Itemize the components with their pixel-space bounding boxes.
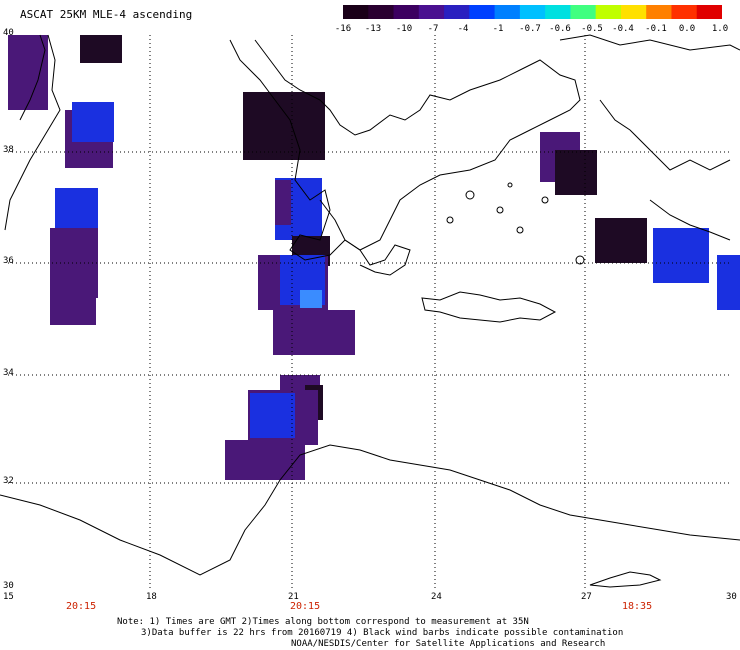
coastline xyxy=(0,34,740,588)
scale-tick-label: 1.0 xyxy=(711,24,729,34)
scale-swatch xyxy=(469,5,496,19)
longitude-tick: 15 xyxy=(3,592,14,602)
scale-tick-label: -0.4 xyxy=(612,24,634,34)
wind-swaths xyxy=(8,35,740,480)
notes: Note: 1) Times are GMT 2)Times along bot… xyxy=(117,617,623,650)
scale-swatch xyxy=(343,5,369,19)
wind-cell xyxy=(273,310,355,355)
pass-time-label: 20:15 xyxy=(290,601,321,612)
wind-cell xyxy=(595,218,647,263)
scale-swatch xyxy=(570,5,597,19)
note-line-1: Note: 1) Times are GMT 2)Times along bot… xyxy=(117,617,529,627)
scale-swatch xyxy=(646,5,672,19)
map-title: ASCAT 25KM MLE-4 ascending xyxy=(20,8,193,21)
wind-cell xyxy=(717,255,740,310)
wind-cell xyxy=(55,188,98,228)
scale-swatch xyxy=(696,5,722,19)
scale-swatch xyxy=(393,5,420,19)
scale-tick-label: -4 xyxy=(457,24,469,34)
pass-time-label: 20:15 xyxy=(66,601,97,612)
scale-tick-label: -16 xyxy=(334,24,352,34)
scale-tick-label: -7 xyxy=(427,24,439,34)
latitude-tick: 40 xyxy=(3,28,14,38)
longitude-tick: 18 xyxy=(146,592,157,602)
wind-cell xyxy=(653,228,709,283)
wind-cell xyxy=(275,180,291,225)
scale-swatch xyxy=(444,5,470,19)
scale-swatch xyxy=(671,5,698,19)
color-scale-bar xyxy=(343,5,722,19)
wind-cell xyxy=(80,35,122,63)
scale-tick-label: -0.7 xyxy=(519,24,541,34)
scale-swatch xyxy=(620,5,647,19)
pass-time-label: 18:35 xyxy=(622,601,653,612)
scale-swatch xyxy=(519,5,546,19)
wind-cell xyxy=(245,95,280,150)
scale-tick-label: -0.6 xyxy=(549,24,571,34)
wind-map xyxy=(0,34,740,590)
scale-swatch xyxy=(368,5,395,19)
wind-cell xyxy=(8,35,48,110)
scale-swatch xyxy=(545,5,571,19)
latitude-tick: 32 xyxy=(3,476,14,486)
lat-lon-grid xyxy=(8,35,730,590)
longitude-tick: 21 xyxy=(288,592,299,602)
wind-cell xyxy=(250,393,295,438)
wind-cell xyxy=(72,102,114,142)
scale-tick-label: -1 xyxy=(492,24,504,34)
color-scale-labels: -16 -13 -10 -7 -4 -1 -0.7 -0.6 -0.5 -0.4 -0.1 0.0 1.… xyxy=(330,24,740,36)
latitude-tick: 36 xyxy=(3,256,14,266)
scale-swatch xyxy=(418,5,445,19)
longitude-tick: 24 xyxy=(431,592,442,602)
scale-tick-label: -0.5 xyxy=(581,24,603,34)
scale-tick-label: -0.1 xyxy=(645,24,667,34)
scale-tick-label: -13 xyxy=(364,24,382,34)
wind-cell xyxy=(555,150,597,195)
wind-cell xyxy=(50,270,96,325)
wind-cell xyxy=(300,290,322,308)
wind-cell xyxy=(225,440,305,480)
longitude-tick: 30 xyxy=(726,592,737,602)
latitude-tick: 34 xyxy=(3,368,14,378)
longitude-tick: 27 xyxy=(581,592,592,602)
note-line-2: 3)Data buffer is 22 hrs from 20160719 4)… xyxy=(141,628,624,638)
scale-swatch xyxy=(595,5,622,19)
scale-tick-label: 0.0 xyxy=(678,24,696,34)
latitude-tick: 38 xyxy=(3,145,14,155)
note-line-3: NOAA/NESDIS/Center for Satellite Applica… xyxy=(291,639,606,649)
scale-tick-label: -10 xyxy=(395,24,413,34)
latitude-tick: 30 xyxy=(3,581,14,591)
scale-swatch xyxy=(494,5,521,19)
